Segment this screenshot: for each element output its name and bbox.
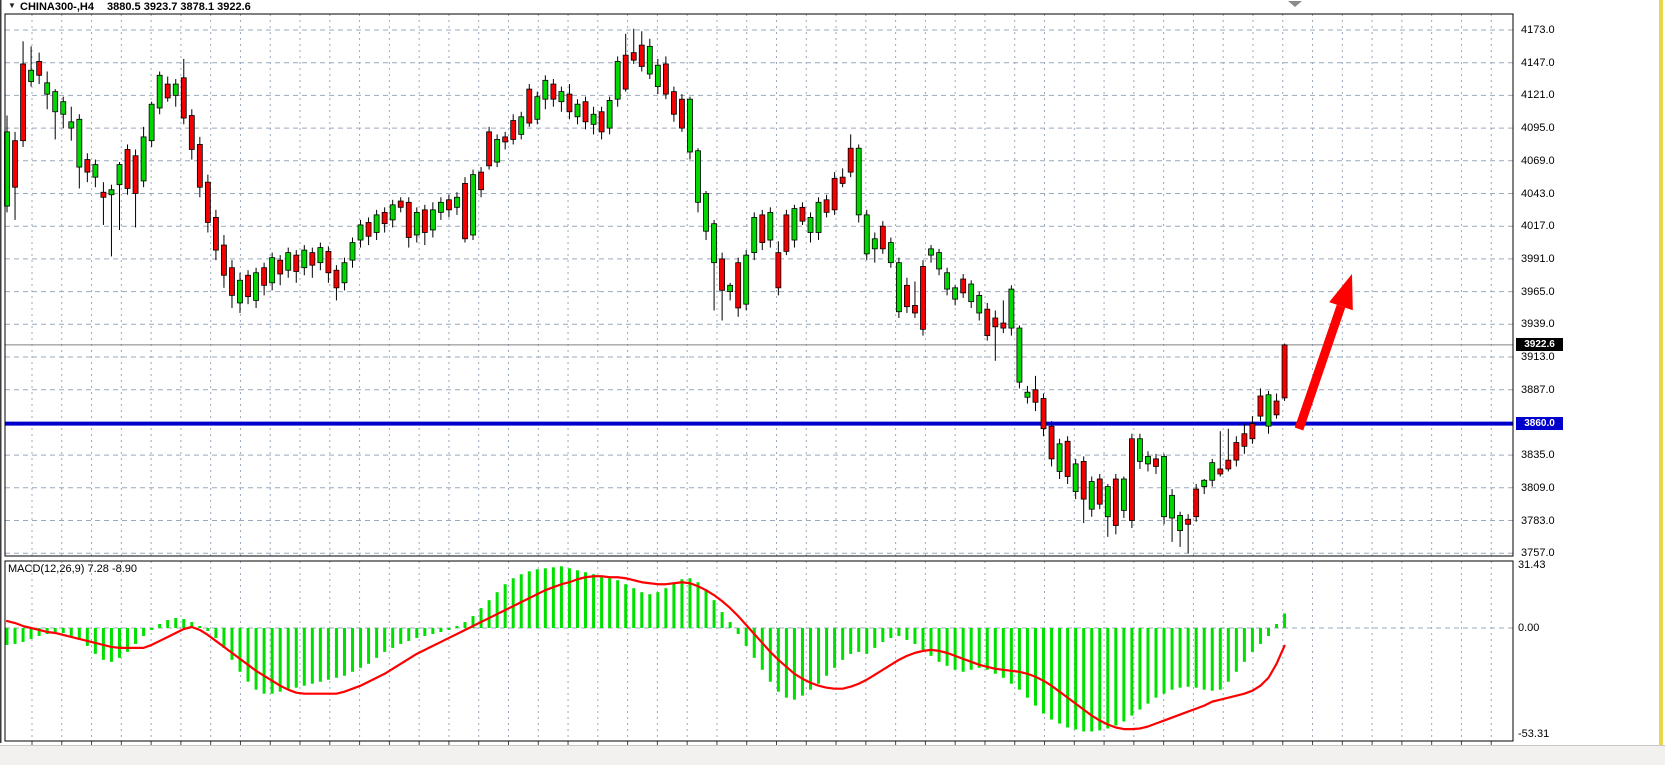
macd-axis-label: 0.00 — [1518, 622, 1540, 634]
price-axis-label: 3783.0 — [1521, 514, 1555, 527]
price-axis-label: 4147.0 — [1521, 56, 1555, 69]
ohlc-values: 3880.5 3923.7 3878.1 3922.6 — [107, 1, 251, 13]
price-axis-label: 4043.0 — [1521, 187, 1555, 200]
symbol-period-label: CHINA300-,H4 — [20, 1, 94, 13]
chart-title: CHINA300-,H4 3880.5 3923.7 3878.1 3922.6 — [8, 1, 251, 13]
macd-axis-label: 31.43 — [1518, 559, 1546, 572]
trend-arrow-annotation[interactable] — [1294, 274, 1353, 431]
price-axis-label: 3965.0 — [1521, 285, 1555, 298]
current-price-badge: 3922.6 — [1516, 338, 1563, 352]
grid-lines — [5, 14, 1513, 745]
status-bar — [0, 745, 1665, 765]
price-axis-label: 4121.0 — [1521, 89, 1555, 102]
macd-signal-line — [5, 575, 1286, 731]
price-axis-label: 3887.0 — [1521, 383, 1555, 396]
price-axis-label: 4069.0 — [1521, 154, 1555, 167]
price-axis-label: 4173.0 — [1521, 24, 1555, 36]
price-axis-label: 3835.0 — [1521, 449, 1555, 462]
price-axis-label: 4017.0 — [1521, 220, 1555, 233]
symbol-dropdown-icon[interactable]: ▼ — [8, 1, 16, 10]
macd-axis-label: -53.31 — [1518, 728, 1550, 741]
main-panel-frame — [4, 13, 1514, 557]
right-edge-strip — [1659, 0, 1663, 746]
macd-indicator-label: MACD(12,26,9) 7.28 -8.90 — [8, 563, 137, 575]
candlestick-series — [4, 28, 1288, 554]
price-axis-label: 3913.0 — [1521, 351, 1555, 363]
price-axis-label: 3809.0 — [1521, 481, 1555, 494]
scroll-position-marker-icon[interactable] — [1288, 1, 1302, 7]
price-axis-label: 3757.0 — [1521, 547, 1555, 560]
macd-histogram — [5, 566, 1287, 732]
macd-panel-frame — [4, 560, 1514, 742]
macd-values: 7.28 -8.90 — [87, 563, 138, 575]
price-axis-label: 3939.0 — [1521, 318, 1555, 331]
support-line-price-badge: 3860.0 — [1516, 417, 1563, 431]
price-axis-label: 4095.0 — [1521, 122, 1555, 135]
price-axis-label: 3991.0 — [1521, 252, 1555, 265]
macd-name: MACD(12,26,9) — [8, 563, 85, 575]
